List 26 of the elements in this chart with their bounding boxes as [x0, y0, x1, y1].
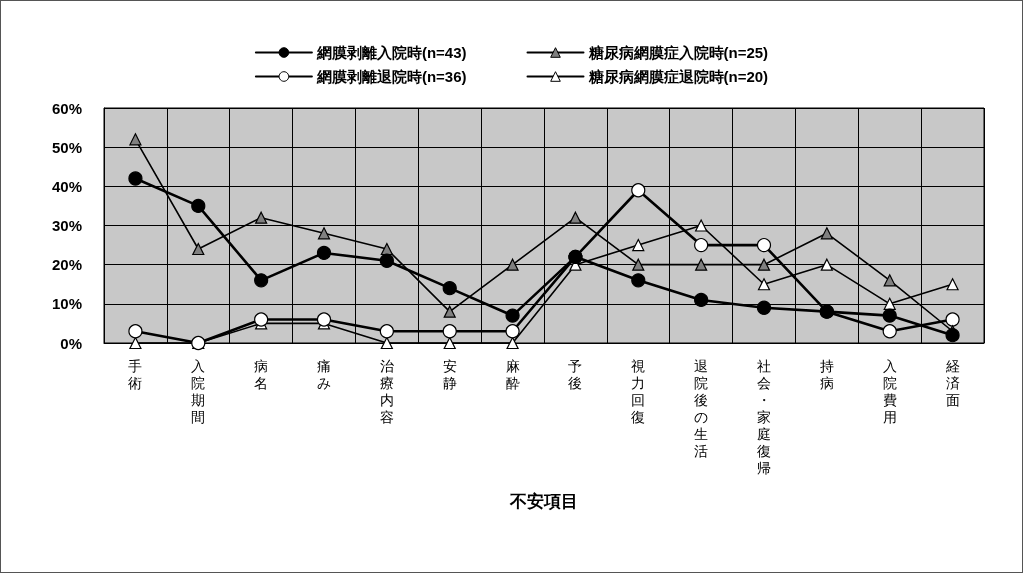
legend-label: 網膜剥離入院時(n=43) [315, 44, 467, 61]
x-tick-label: 持病 [819, 357, 834, 391]
y-tick-label: 20% [51, 256, 82, 274]
x-tick-label: 予後 [568, 357, 583, 391]
y-tick-label: 30% [51, 217, 82, 234]
x-tick-label: 手術 [128, 357, 143, 391]
x-tick-label: 病名 [254, 357, 269, 391]
y-tick-label: 50% [51, 138, 82, 156]
y-tick-label: 10% [51, 295, 82, 313]
legend-label: 糖尿病網膜症退院時(n=20) [587, 68, 769, 85]
legend-label: 糖尿病網膜症入院時(n=25) [587, 44, 769, 61]
y-tick-label: 0% [60, 334, 82, 352]
x-tick-label: 痛み [317, 357, 331, 391]
x-tick-label: 経済面 [944, 357, 960, 408]
x-tick-label: 安静 [442, 357, 457, 391]
y-tick-label: 60% [51, 99, 82, 117]
y-tick-label: 40% [51, 177, 82, 195]
x-tick-label: 退院後の生活 [694, 357, 709, 459]
x-tick-label: 麻酔 [505, 357, 520, 391]
x-tick-label: 入院期間 [191, 357, 206, 425]
x-tick-label: 視力回復 [631, 357, 646, 425]
x-tick-label: 入院費用 [882, 357, 897, 425]
x-tick-label: 社会・家庭復帰 [757, 357, 771, 476]
x-tick-label: 治療内容 [379, 357, 394, 425]
legend-label: 網膜剥離退院時(n=36) [315, 68, 467, 85]
x-axis-title: 不安項目 [509, 492, 578, 511]
